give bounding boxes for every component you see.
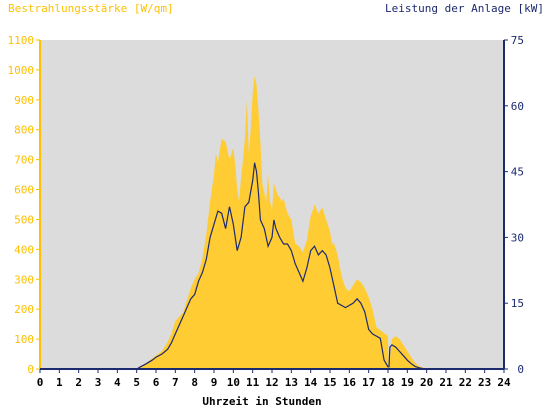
- x-tick-label: 7: [172, 376, 179, 389]
- x-tick-label: 2: [75, 376, 82, 389]
- x-tick-label: 8: [191, 376, 198, 389]
- right-axis-label: Leistung der Anlage [kW]: [385, 2, 544, 15]
- x-tick-label: 22: [459, 376, 472, 389]
- left-tick-label: 1000: [8, 64, 35, 77]
- right-tick-label: 30: [511, 231, 524, 244]
- right-tick-label: 60: [511, 100, 524, 113]
- x-tick-label: 18: [381, 376, 394, 389]
- right-tick-label: 75: [511, 34, 524, 47]
- x-tick-label: 23: [478, 376, 491, 389]
- irradiance-area-group: [40, 75, 504, 370]
- x-tick-label: 9: [211, 376, 218, 389]
- left-tick-label: 800: [14, 124, 34, 137]
- x-tick-label: 5: [133, 376, 140, 389]
- left-axis-label: Bestrahlungsstärke [W/qm]: [8, 2, 174, 15]
- x-tick-label: 0: [37, 376, 44, 389]
- axes-group: [36, 39, 508, 373]
- x-tick-label: 4: [114, 376, 121, 389]
- tick-labels-group: 0100200300400500600700800900100011000153…: [8, 34, 525, 389]
- left-tick-label: 700: [14, 154, 34, 167]
- x-tick-label: 10: [227, 376, 240, 389]
- left-tick-label: 1100: [8, 34, 35, 47]
- x-axis-label: Uhrzeit in Stunden: [202, 395, 321, 408]
- x-tick-label: 20: [420, 376, 433, 389]
- left-tick-label: 500: [14, 213, 34, 226]
- left-tick-label: 900: [14, 94, 34, 107]
- right-tick-label: 45: [511, 166, 524, 179]
- left-tick-label: 600: [14, 184, 34, 197]
- x-tick-label: 6: [153, 376, 160, 389]
- x-tick-label: 19: [401, 376, 414, 389]
- x-tick-label: 14: [304, 376, 318, 389]
- left-tick-label: 100: [14, 333, 34, 346]
- x-tick-label: 21: [439, 376, 453, 389]
- x-tick-label: 1: [56, 376, 63, 389]
- power-line-group: [40, 162, 504, 370]
- left-tick-label: 0: [27, 363, 34, 376]
- left-tick-label: 300: [14, 273, 34, 286]
- left-tick-label: 200: [14, 303, 34, 316]
- right-tick-label: 15: [511, 297, 524, 310]
- x-tick-label: 3: [95, 376, 102, 389]
- x-tick-label: 24: [497, 376, 511, 389]
- x-tick-label: 15: [323, 376, 336, 389]
- power-line: [40, 162, 504, 370]
- x-tick-label: 13: [285, 376, 298, 389]
- irradiance-area: [40, 75, 504, 370]
- right-tick-label: 0: [517, 363, 524, 376]
- x-tick-label: 11: [246, 376, 260, 389]
- x-tick-label: 12: [265, 376, 278, 389]
- x-tick-label: 16: [343, 376, 357, 389]
- left-tick-label: 400: [14, 243, 34, 256]
- x-tick-label: 17: [362, 376, 375, 389]
